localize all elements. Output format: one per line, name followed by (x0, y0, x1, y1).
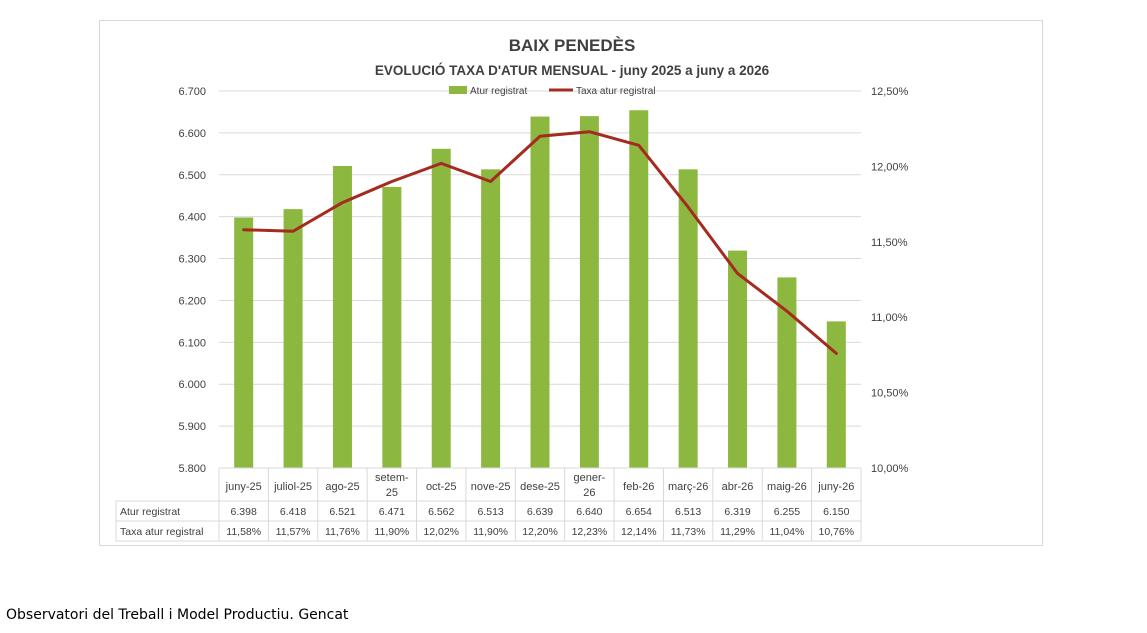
bar (826, 321, 846, 468)
table-cell-taxa: 11,90% (473, 526, 508, 538)
y-left-tick-label: 6.600 (178, 128, 206, 140)
chart-container: BAIX PENEDÈS EVOLUCIÓ TAXA D'ATUR MENSUAL… (99, 20, 1043, 546)
table-cell-atur: 6.639 (527, 506, 553, 518)
y-right-tick-label: 12,00% (871, 161, 909, 173)
x-tick-label: març-26 (668, 481, 708, 493)
chart-title: BAIX PENEDÈS (509, 36, 636, 55)
table-cell-atur: 6.398 (231, 506, 257, 518)
x-tick-label: 26 (583, 487, 595, 499)
y-left-tick-label: 6.500 (178, 170, 206, 182)
x-tick-label: oct-25 (426, 481, 457, 493)
y-right-tick-label: 11,00% (871, 312, 908, 324)
legend-label-bar: Atur registrat (470, 86, 527, 97)
y-right-tick-label: 10,50% (871, 388, 909, 400)
table-cell-taxa: 12,23% (572, 526, 608, 538)
line-series-taxa (242, 130, 838, 355)
bar (332, 165, 352, 468)
y-left-tick-label: 6.300 (178, 254, 206, 266)
table-cell-atur: 6.654 (626, 506, 652, 518)
table-cell-atur: 6.513 (675, 506, 701, 518)
bar (728, 250, 748, 468)
x-tick-label: nove-25 (471, 481, 511, 493)
table-cell-taxa: 11,90% (374, 526, 409, 538)
table-cell-taxa: 11,29% (720, 526, 755, 538)
x-tick-label: dese-25 (520, 481, 560, 493)
x-tick-label: juny-26 (817, 481, 854, 493)
y-left-tick-label: 6.400 (178, 212, 206, 224)
legend-label-line: Taxa atur registral (576, 86, 655, 97)
x-tick-label: gener- (573, 472, 605, 484)
legend-swatch-bar (449, 86, 467, 94)
combo-chart: BAIX PENEDÈS EVOLUCIÓ TAXA D'ATUR MENSUAL… (115, 36, 909, 542)
bar (234, 217, 254, 468)
table-cell-atur: 6.640 (576, 506, 602, 518)
table-cell-taxa: 12,14% (621, 526, 657, 538)
table-cell-taxa: 11,76% (325, 526, 360, 538)
x-tick-label: ago-25 (325, 481, 359, 493)
y-right-tick-label: 10,00% (871, 463, 909, 475)
table-cell-atur: 6.150 (823, 506, 849, 518)
y-left-tick-label: 6.100 (178, 337, 206, 349)
y-right-tick-label: 12,50% (871, 86, 909, 98)
y-left-tick-label: 5.800 (178, 463, 206, 475)
table-cell-atur: 6.471 (379, 506, 405, 518)
table-cell-atur: 6.319 (724, 506, 750, 518)
table-cell-atur: 6.418 (280, 506, 306, 518)
table-cell-atur: 6.521 (329, 506, 355, 518)
y-right-tick-label: 11,50% (871, 237, 908, 249)
x-tick-label: 25 (386, 487, 398, 499)
bar (678, 169, 698, 469)
table-cell-taxa: 11,58% (226, 526, 261, 538)
x-tick-label: feb-26 (623, 481, 654, 493)
y-left-tick-label: 5.900 (178, 421, 206, 433)
bar (382, 186, 402, 469)
table-cell-atur: 6.513 (477, 506, 503, 518)
bar (530, 116, 550, 469)
bar (629, 110, 649, 468)
x-tick-label: maig-26 (767, 481, 807, 493)
table-cell-taxa: 11,04% (770, 526, 805, 538)
x-tick-label: setem- (375, 472, 409, 484)
y-left-tick-label: 6.700 (178, 86, 206, 98)
table-cell-atur: 6.562 (428, 506, 454, 518)
chart-subtitle: EVOLUCIÓ TAXA D'ATUR MENSUAL - juny 2025… (375, 63, 770, 78)
y-left-tick-label: 6.000 (178, 379, 206, 391)
table-row-header: Taxa atur registral (120, 526, 203, 538)
table-cell-taxa: 12,20% (522, 526, 558, 538)
table-cell-taxa: 11,57% (276, 526, 311, 538)
table-cell-taxa: 11,73% (671, 526, 706, 538)
y-left-tick-label: 6.200 (178, 295, 206, 307)
bar (777, 277, 797, 468)
x-tick-label: juliol-25 (273, 481, 312, 493)
table-row-header: Atur registrat (120, 506, 180, 518)
table-cell-taxa: 12,02% (423, 526, 459, 538)
bar (579, 116, 599, 468)
bar (283, 209, 303, 469)
x-tick-label: juny-25 (225, 481, 262, 493)
bar (431, 148, 451, 468)
table-cell-atur: 6.255 (774, 506, 800, 518)
x-tick-label: abr-26 (722, 481, 754, 493)
table-cell-taxa: 10,76% (818, 526, 854, 538)
source-note: Observatori del Treball i Model Producti… (6, 607, 349, 623)
bar (481, 169, 501, 469)
